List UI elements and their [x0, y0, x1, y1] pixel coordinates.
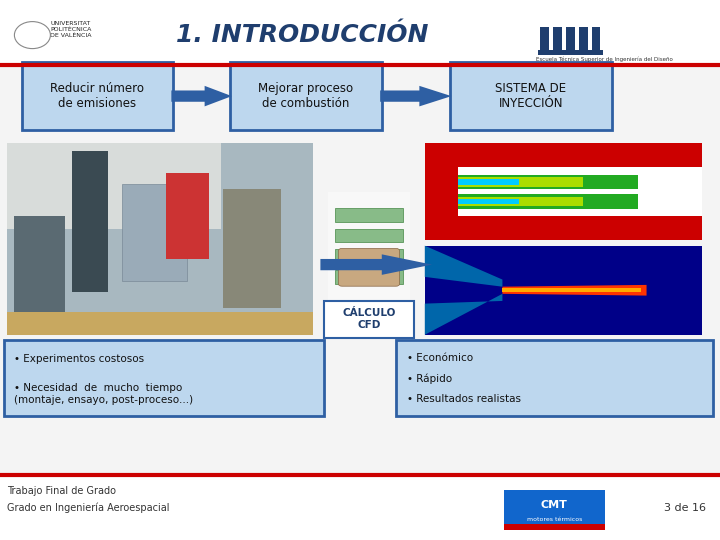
FancyBboxPatch shape — [579, 27, 588, 51]
Polygon shape — [171, 86, 232, 106]
FancyBboxPatch shape — [7, 143, 222, 230]
FancyBboxPatch shape — [458, 174, 638, 189]
FancyBboxPatch shape — [425, 246, 702, 335]
FancyBboxPatch shape — [338, 248, 400, 286]
Text: SISTEMA DE
INYECCIÓN: SISTEMA DE INYECCIÓN — [495, 82, 567, 110]
Text: Mejorar proceso
de combustión: Mejorar proceso de combustión — [258, 82, 354, 110]
Text: Trabajo Final de Grado: Trabajo Final de Grado — [7, 486, 116, 496]
FancyBboxPatch shape — [504, 524, 605, 530]
FancyBboxPatch shape — [122, 184, 187, 281]
FancyBboxPatch shape — [324, 301, 414, 338]
Text: • Experimentos costosos: • Experimentos costosos — [14, 354, 145, 364]
Text: CMT: CMT — [541, 500, 568, 510]
FancyBboxPatch shape — [592, 27, 600, 51]
FancyBboxPatch shape — [538, 50, 603, 55]
FancyBboxPatch shape — [458, 199, 519, 204]
FancyBboxPatch shape — [504, 490, 605, 530]
Polygon shape — [425, 294, 503, 335]
FancyBboxPatch shape — [7, 143, 313, 335]
FancyBboxPatch shape — [458, 177, 582, 187]
Text: • Resultados realistas: • Resultados realistas — [407, 394, 521, 404]
Polygon shape — [425, 246, 503, 287]
Text: UNIVERSITAT
POLITÈCNICA
DE VALÈNCIA: UNIVERSITAT POLITÈCNICA DE VALÈNCIA — [50, 21, 92, 38]
FancyBboxPatch shape — [230, 62, 382, 130]
Text: • Necesidad  de  mucho  tiempo
(montaje, ensayo, post-proceso...): • Necesidad de mucho tiempo (montaje, en… — [14, 383, 194, 405]
Polygon shape — [380, 86, 451, 106]
FancyBboxPatch shape — [335, 208, 403, 222]
FancyBboxPatch shape — [0, 0, 720, 65]
FancyBboxPatch shape — [458, 197, 582, 206]
Text: Escuela Técnica Superior de Ingeniería del Diseño: Escuela Técnica Superior de Ingeniería d… — [536, 57, 673, 62]
Text: • Rápido: • Rápido — [407, 373, 452, 383]
Text: 3 de 16: 3 de 16 — [664, 503, 706, 512]
FancyBboxPatch shape — [458, 179, 519, 185]
FancyBboxPatch shape — [540, 27, 549, 51]
Text: 1. INTRODUCCIÓN: 1. INTRODUCCIÓN — [176, 23, 428, 47]
FancyBboxPatch shape — [396, 340, 713, 416]
FancyBboxPatch shape — [458, 194, 638, 208]
FancyBboxPatch shape — [223, 189, 281, 308]
FancyBboxPatch shape — [450, 62, 612, 130]
FancyBboxPatch shape — [14, 216, 65, 313]
Text: CÁLCULO
CFD: CÁLCULO CFD — [342, 308, 396, 330]
FancyBboxPatch shape — [7, 312, 313, 335]
Text: motores térmicos: motores térmicos — [527, 517, 582, 522]
FancyBboxPatch shape — [335, 270, 403, 284]
Text: Reducir número
de emisiones: Reducir número de emisiones — [50, 82, 144, 110]
Polygon shape — [320, 254, 432, 275]
FancyBboxPatch shape — [328, 192, 410, 305]
Text: Grado en Ingeniería Aeroespacial: Grado en Ingeniería Aeroespacial — [7, 502, 170, 512]
FancyBboxPatch shape — [425, 143, 702, 240]
FancyBboxPatch shape — [458, 167, 702, 216]
FancyBboxPatch shape — [4, 340, 324, 416]
Polygon shape — [503, 285, 647, 295]
FancyBboxPatch shape — [553, 27, 562, 51]
FancyBboxPatch shape — [566, 27, 575, 51]
FancyBboxPatch shape — [22, 62, 173, 130]
Text: • Económico: • Económico — [407, 353, 473, 363]
FancyBboxPatch shape — [72, 151, 108, 292]
FancyBboxPatch shape — [0, 65, 720, 475]
FancyBboxPatch shape — [503, 288, 641, 292]
FancyBboxPatch shape — [335, 249, 403, 263]
FancyBboxPatch shape — [166, 173, 209, 259]
FancyBboxPatch shape — [0, 475, 720, 540]
FancyBboxPatch shape — [335, 229, 403, 242]
